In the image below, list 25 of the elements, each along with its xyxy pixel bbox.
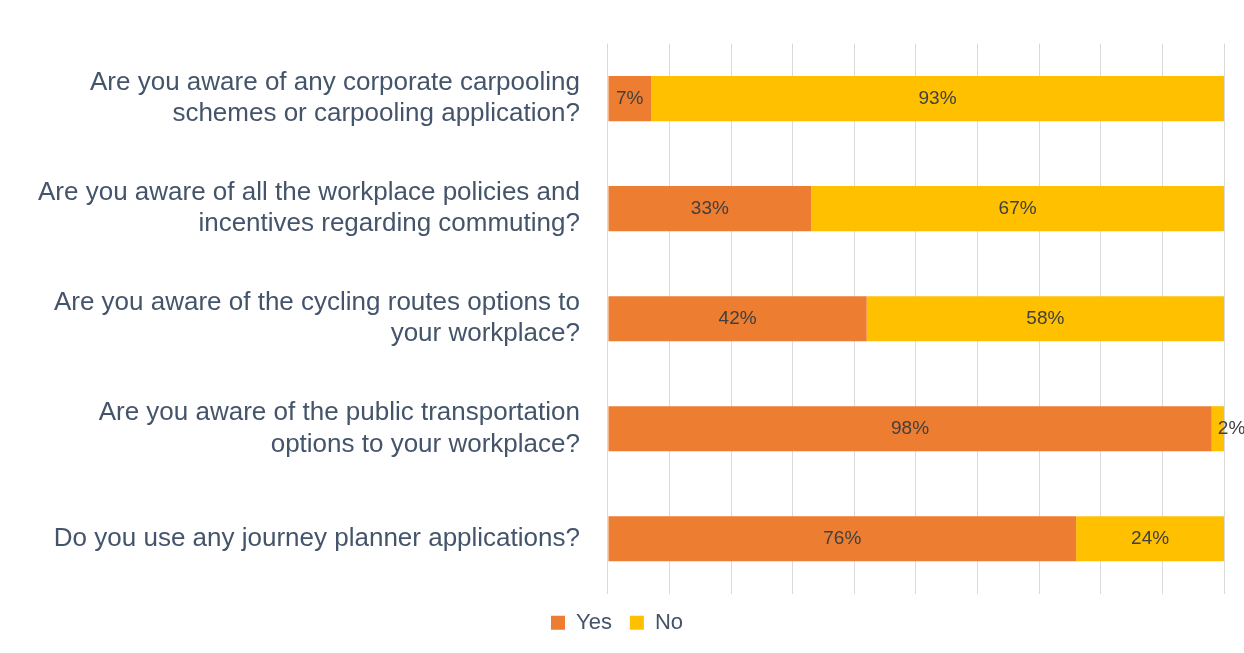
data-label: 42%: [718, 306, 757, 328]
legend-label: Yes: [575, 608, 612, 634]
bar: [1076, 516, 1224, 562]
bar: [608, 406, 1212, 452]
bar: [811, 186, 1224, 232]
data-label: 24%: [1131, 527, 1170, 549]
y-tick-label: Are you aware of the cycling routes options to your workplace?: [53, 286, 580, 348]
bar: [651, 76, 1224, 122]
bar: [608, 296, 867, 342]
data-label: 33%: [690, 196, 729, 218]
data-label: 67%: [998, 196, 1037, 218]
y-tick-label: Do you use any journey planner applications?: [53, 521, 580, 552]
y-tick-label: Are you aware of any corporate carpooling schemes or carpooling application?: [90, 66, 580, 128]
data-label: 76%: [823, 527, 862, 549]
bar: [608, 76, 652, 122]
data-label: 98%: [891, 416, 930, 438]
bar: [866, 296, 1224, 342]
legend-label: No: [654, 608, 684, 634]
y-tick-label: Are you aware of the public transportation options to your workplace?: [98, 396, 580, 458]
data-label: 93%: [918, 86, 957, 108]
data-label: 58%: [1026, 306, 1065, 328]
data-label: 7%: [616, 86, 644, 108]
bar: [608, 516, 1077, 562]
bar: [608, 186, 812, 232]
y-tick-label: Are you aware of all the workplace policies and incentives regarding commuting?: [37, 176, 580, 238]
